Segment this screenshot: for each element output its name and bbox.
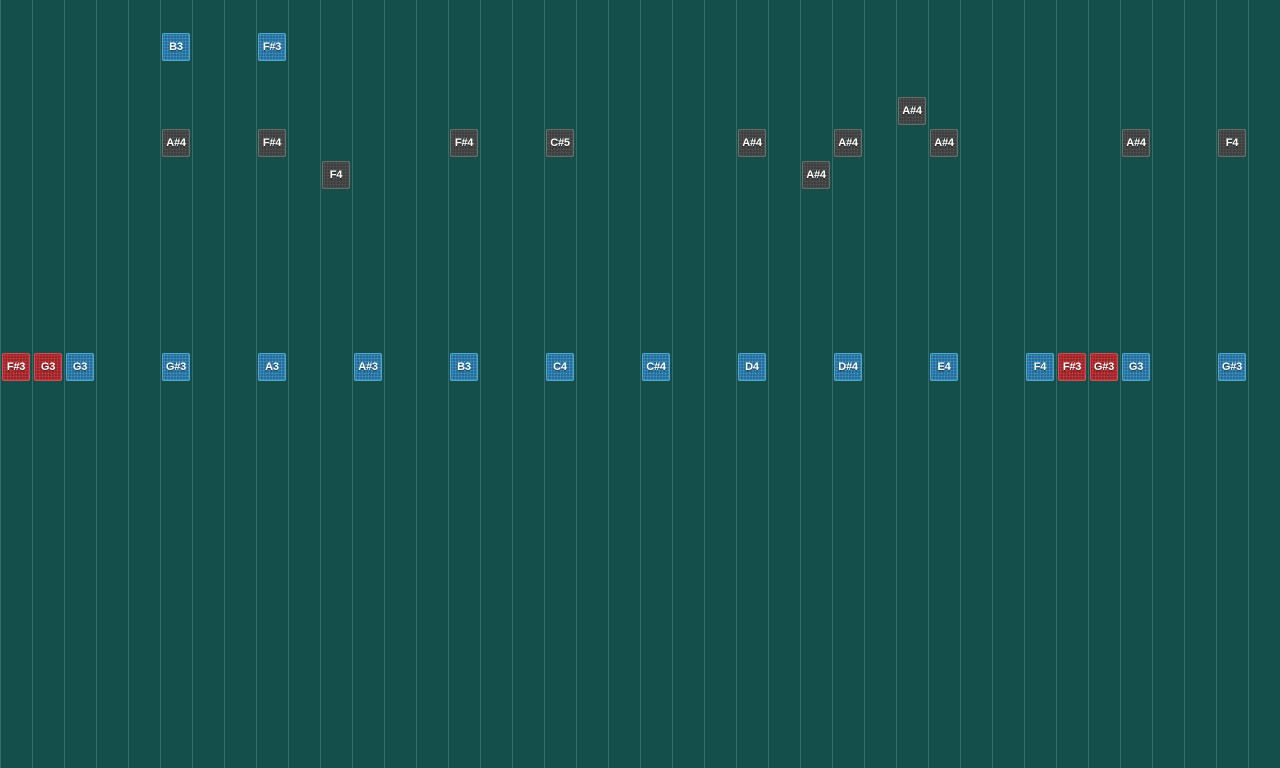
note-block[interactable]: B3 [162,33,190,61]
note-block[interactable]: F#4 [450,129,478,157]
note-block[interactable]: C4 [546,353,574,381]
note-block[interactable]: F4 [1026,353,1054,381]
note-block[interactable]: F#3 [2,353,30,381]
note-block[interactable]: A#4 [162,129,190,157]
note-block[interactable]: F#3 [1058,353,1086,381]
note-block[interactable]: A#4 [834,129,862,157]
note-block[interactable]: G#3 [1218,353,1246,381]
note-block[interactable]: G3 [1122,353,1150,381]
note-block[interactable]: A#4 [802,161,830,189]
note-block[interactable]: F#4 [258,129,286,157]
note-block[interactable]: A#4 [898,97,926,125]
note-block[interactable]: D#4 [834,353,862,381]
note-block[interactable]: C#5 [546,129,574,157]
note-block[interactable]: A#4 [1122,129,1150,157]
note-block[interactable]: D4 [738,353,766,381]
note-block[interactable]: A#4 [930,129,958,157]
note-block[interactable]: E4 [930,353,958,381]
note-block[interactable]: B3 [450,353,478,381]
note-block[interactable]: G#3 [1090,353,1118,381]
note-block[interactable]: F4 [322,161,350,189]
note-block[interactable]: F#3 [258,33,286,61]
note-block[interactable]: C#4 [642,353,670,381]
note-block[interactable]: A3 [258,353,286,381]
note-block[interactable]: G3 [66,353,94,381]
note-block[interactable]: G3 [34,353,62,381]
note-block[interactable]: F4 [1218,129,1246,157]
note-block[interactable]: A#3 [354,353,382,381]
note-block[interactable]: A#4 [738,129,766,157]
note-block[interactable]: G#3 [162,353,190,381]
